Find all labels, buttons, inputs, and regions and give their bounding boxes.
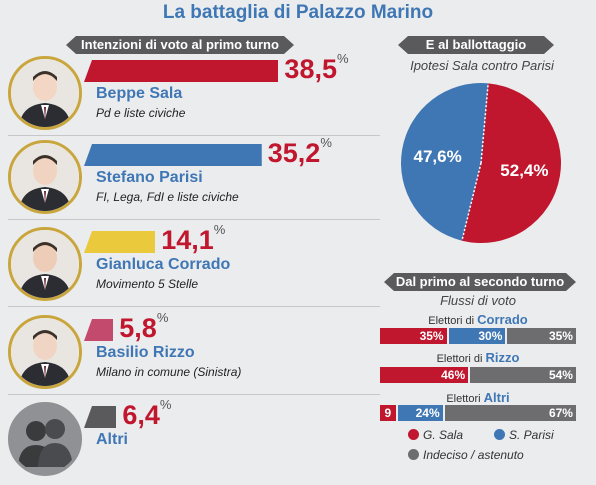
legend-item-parisi: S. Parisi	[494, 428, 554, 442]
first-round-header: Intenzioni di voto al primo turno	[66, 36, 294, 54]
candidate-row-sala: 38,5% Beppe Sala Pd e liste civiche	[8, 51, 368, 132]
value-label-parisi: 35,2%	[267, 135, 332, 169]
value-label-altri: 6,4%	[122, 397, 172, 431]
candidate-name-sala: Beppe Sala	[96, 85, 183, 102]
pie-label-sala: 52,4%	[500, 161, 548, 180]
pie-label-parisi: 47,6%	[413, 147, 461, 166]
value-unit-sala: %	[336, 51, 349, 66]
candidate-party-rizzo: Milano in comune (Sinistra)	[96, 365, 242, 379]
candidate-row-altri: 6,4% Altri	[8, 397, 368, 478]
flow-bar-corrado: 35% 30% 35%	[380, 328, 576, 344]
legend-dot-parisi	[494, 429, 505, 440]
flow-bar-altri: 9 24% 67%	[380, 405, 576, 421]
flow-segment-altri-1: 24%	[397, 405, 445, 421]
legend-dot-sala	[408, 429, 419, 440]
value-label-sala: 38,5%	[284, 51, 349, 85]
pie-separator	[461, 162, 482, 241]
flows-header: Dal primo al secondo turno	[384, 273, 576, 291]
flow-segment-corrado-0: 35%	[380, 328, 449, 344]
flow-row-name-rizzo: Rizzo	[485, 350, 520, 365]
pie-slice-parisi	[401, 83, 489, 241]
pie-slice-sala	[461, 83, 561, 243]
flow-row-name-altri: Altri	[483, 390, 510, 405]
value-unit-altri: %	[159, 397, 172, 412]
candidate-avatar-rizzo	[8, 315, 82, 389]
flow-segment-altri-0: 9	[380, 405, 398, 421]
flow-row-prefix: Elettori di	[428, 315, 478, 327]
candidate-name-corrado: Gianluca Corrado	[96, 256, 231, 273]
bar-corrado	[84, 231, 156, 253]
value-label-rizzo: 5,8%	[119, 310, 169, 344]
candidate-avatar-parisi	[8, 140, 82, 214]
legend-item-undecided: Indeciso / astenuto	[408, 448, 524, 462]
candidate-row-parisi: 35,2% Stefano Parisi FI, Lega, FdI e liste…	[8, 135, 368, 216]
value-unit-parisi: %	[320, 135, 332, 150]
runoff-header: E al ballottaggio	[398, 36, 554, 54]
flow-row-label-altri: Elettori Altri	[380, 390, 576, 405]
value-unit-corrado: %	[213, 222, 226, 237]
flow-segment-altri-2: 67%	[444, 405, 576, 421]
candidate-row-corrado: 14,1% Gianluca Corrado Movimento 5 Stelle	[8, 222, 368, 303]
candidate-name-rizzo: Basilio Rizzo	[96, 344, 195, 361]
flow-bar-rizzo: 46% 54%	[380, 367, 576, 383]
flow-segment-rizzo-0: 46%	[380, 367, 471, 383]
flow-row-prefix: Elettori di	[436, 353, 486, 365]
candidate-name-altri: Altri	[96, 431, 128, 448]
runoff-subtitle: Ipotesi Sala contro Parisi	[410, 58, 554, 73]
flow-segment-corrado-1: 30%	[448, 328, 508, 344]
flow-row-name-corrado: Corrado	[477, 312, 528, 327]
candidate-avatar-corrado	[8, 227, 82, 301]
flows-subtitle: Flussi di voto	[440, 293, 516, 308]
page-title: La battaglia di Palazzo Marino	[162, 2, 434, 23]
value-number-corrado: 14,1	[161, 225, 214, 255]
legend-label-sala: G. Sala	[423, 428, 464, 442]
candidate-name-parisi: Stefano Parisi	[96, 169, 203, 186]
runoff-pie-chart: 52,4% 47,6%	[401, 83, 561, 243]
candidate-party-sala: Pd e liste civiche	[96, 106, 186, 120]
value-number-altri: 6,4	[122, 400, 160, 430]
candidate-party-parisi: FI, Lega, FdI e liste civiche	[96, 190, 239, 204]
flow-segment-corrado-2: 35%	[507, 328, 576, 344]
bar-sala	[84, 60, 279, 82]
legend-label-undecided: Indeciso / astenuto	[423, 448, 524, 462]
bar-parisi	[84, 144, 262, 166]
flow-row-label-corrado: Elettori di Corrado	[380, 312, 576, 327]
legend-label-parisi: S. Parisi	[509, 428, 554, 442]
value-number-sala: 38,5	[284, 54, 337, 84]
bar-rizzo	[84, 319, 114, 341]
row-divider	[8, 394, 380, 395]
value-unit-rizzo: %	[156, 310, 169, 325]
legend-dot-undecided	[408, 449, 419, 460]
flow-segment-rizzo-2: 54%	[470, 367, 576, 383]
value-number-rizzo: 5,8	[119, 313, 157, 343]
candidate-avatar-sala	[8, 56, 82, 130]
value-number-parisi: 35,2	[267, 138, 321, 168]
candidate-row-rizzo: 5,8% Basilio Rizzo Milano in comune (Sinis…	[8, 310, 368, 391]
row-divider	[8, 306, 380, 307]
legend-item-sala: G. Sala	[408, 428, 463, 442]
flow-row-prefix: Elettori	[446, 393, 484, 405]
pie-separator	[480, 83, 489, 164]
value-label-corrado: 14,1%	[161, 222, 226, 256]
row-divider	[8, 219, 380, 220]
bar-altri	[84, 406, 117, 428]
flow-row-label-rizzo: Elettori di Rizzo	[380, 350, 576, 365]
group-silhouette-icon	[8, 402, 82, 476]
row-divider	[8, 135, 380, 136]
candidate-party-corrado: Movimento 5 Stelle	[96, 277, 199, 291]
